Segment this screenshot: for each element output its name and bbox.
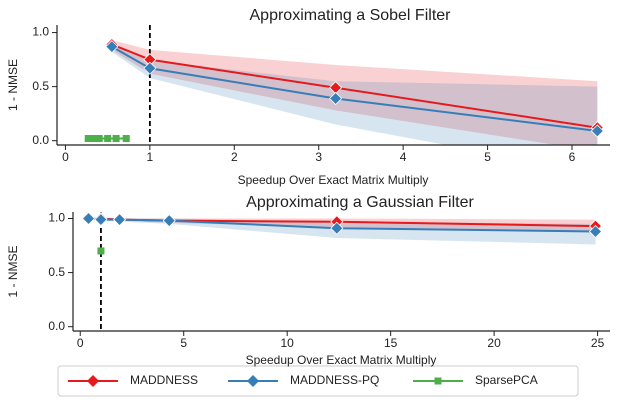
y-axis-label: 1 - NMSE [6, 245, 20, 297]
x-tick-label: 3 [315, 150, 322, 164]
y-tick-label: 1.0 [48, 211, 65, 225]
data-point [94, 213, 108, 227]
y-tick-label: 1.0 [32, 25, 49, 39]
series-line [111, 45, 598, 132]
data-point [112, 213, 127, 227]
legend-label: SparsePCA [475, 373, 538, 387]
x-tick-label: 5 [180, 336, 187, 350]
legend-marker [434, 377, 442, 385]
data-point [112, 135, 120, 143]
legend-box [57, 365, 579, 397]
x-tick-label: 0 [62, 150, 69, 164]
y-tick-label: 0.0 [48, 319, 65, 333]
data-point [95, 135, 103, 143]
data-point [84, 135, 92, 143]
data-point [81, 211, 96, 226]
plot-area [111, 40, 598, 145]
x-tick-label: 20 [487, 336, 501, 350]
confidence-band [88, 218, 596, 245]
x-axis-label: Speedup Over Exact Matrix Multiply [246, 353, 437, 367]
data-point [89, 135, 97, 143]
data-point [143, 61, 157, 75]
y-tick-label: 0.0 [32, 133, 49, 147]
x-tick-label: 10 [280, 336, 294, 350]
y-axis-label: 1 - NMSE [6, 59, 20, 111]
x-tick-label: 5 [484, 150, 491, 164]
x-tick-label: 1 [147, 150, 154, 164]
confidence-band [111, 44, 598, 145]
x-tick-label: 15 [384, 336, 398, 350]
chart-title: Approximating a Gaussian Filter [246, 194, 474, 211]
confidence-band [111, 40, 598, 145]
x-tick-label: 0 [77, 336, 84, 350]
x-tick-label: 25 [591, 336, 605, 350]
data-point [330, 221, 344, 235]
legend-label: MADDNESS [130, 373, 198, 387]
legend-marker [247, 375, 259, 387]
data-point [97, 247, 105, 255]
legend-label: MADDNESS-PQ [290, 373, 379, 387]
data-point [122, 135, 130, 143]
data-point [162, 214, 176, 228]
data-point [588, 224, 603, 239]
y-tick-label: 0.5 [48, 265, 65, 279]
x-tick-label: 6 [569, 150, 576, 164]
y-tick-label: 0.5 [32, 79, 49, 93]
data-point [329, 91, 343, 106]
x-axis-label: Speedup Over Exact Matrix Multiply [238, 173, 429, 187]
data-point [590, 124, 604, 138]
chart-title: Approximating a Sobel Filter [250, 7, 452, 24]
series-line [111, 43, 598, 129]
data-point [105, 40, 119, 54]
x-tick-label: 4 [400, 150, 407, 164]
x-tick-label: 2 [231, 150, 238, 164]
data-point [104, 135, 112, 143]
legend-marker [87, 375, 99, 387]
